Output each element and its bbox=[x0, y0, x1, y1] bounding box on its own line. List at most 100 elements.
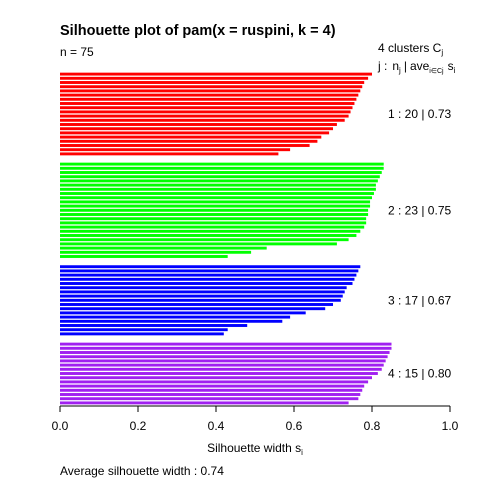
average-silhouette-text: Average silhouette width : 0.74 bbox=[60, 464, 224, 478]
silhouette-bar-c3-11 bbox=[60, 307, 326, 311]
silhouette-bar-c4-10 bbox=[60, 380, 369, 384]
x-axis-label-sub: i bbox=[301, 448, 303, 457]
silhouette-bar-c2-17 bbox=[60, 229, 361, 233]
silhouette-bar-c3-7 bbox=[60, 290, 345, 294]
silhouette-bar-c2-16 bbox=[60, 225, 365, 229]
silhouette-bar-c2-8 bbox=[60, 192, 374, 195]
x-axis-label-text: Silhouette width s bbox=[207, 441, 301, 455]
silhouette-bar-c2-10 bbox=[60, 200, 371, 204]
silhouette-bar-c3-16 bbox=[60, 328, 228, 332]
silhouette-bar-c2-3 bbox=[60, 171, 382, 174]
silhouette-bar-c3-1 bbox=[60, 265, 361, 269]
silhouette-bar-c1-1 bbox=[60, 72, 372, 76]
silhouette-bar-c2-18 bbox=[60, 234, 357, 237]
silhouette-bar-c3-9 bbox=[60, 298, 341, 302]
silhouette-bar-c2-20 bbox=[60, 242, 337, 246]
x-tick-label-2: 0.4 bbox=[208, 419, 225, 433]
silhouette-bar-c1-4 bbox=[60, 85, 363, 89]
silhouette-bar-c3-3 bbox=[60, 273, 357, 277]
silhouette-bar-c4-12 bbox=[60, 388, 363, 392]
silhouette-bar-c4-4 bbox=[60, 355, 388, 359]
x-tick-label-0: 0.0 bbox=[52, 419, 69, 433]
silhouette-bar-c4-3 bbox=[60, 351, 390, 354]
silhouette-bar-c3-13 bbox=[60, 315, 291, 319]
silhouette-bar-c2-12 bbox=[60, 208, 369, 212]
silhouette-bar-c2-13 bbox=[60, 213, 369, 216]
silhouette-bar-c3-17 bbox=[60, 332, 224, 336]
silhouette-bar-c4-1 bbox=[60, 342, 392, 346]
x-axis-ticks: 0.0 0.2 0.4 0.6 0.8 1.0 bbox=[52, 406, 459, 433]
stats-header-j: j : bbox=[377, 59, 387, 73]
bars-group bbox=[60, 72, 392, 405]
silhouette-bar-c4-2 bbox=[60, 346, 392, 350]
silhouette-bar-c1-12 bbox=[60, 118, 345, 122]
cluster-3-label: 3 : 17 | 0.67 bbox=[388, 293, 451, 307]
x-tick-label-3: 0.6 bbox=[286, 419, 303, 433]
x-axis-label: Silhouette width si bbox=[207, 441, 303, 457]
silhouette-bar-c2-22 bbox=[60, 250, 252, 254]
silhouette-bar-c2-14 bbox=[60, 217, 367, 221]
stats-header-ave: ave bbox=[410, 59, 430, 73]
cluster-1-label: 1 : 20 | 0.73 bbox=[388, 107, 451, 121]
silhouette-bar-c3-8 bbox=[60, 294, 343, 298]
silhouette-bar-c1-9 bbox=[60, 106, 353, 110]
cluster-2-label: 2 : 23 | 0.75 bbox=[388, 203, 451, 217]
silhouette-bar-c3-10 bbox=[60, 303, 333, 306]
silhouette-bar-c2-23 bbox=[60, 255, 228, 258]
silhouette-bar-c3-2 bbox=[60, 269, 359, 273]
silhouette-bar-c2-7 bbox=[60, 187, 376, 191]
silhouette-bar-c4-6 bbox=[60, 363, 384, 367]
silhouette-bar-c1-16 bbox=[60, 135, 322, 139]
clusters-header-text: 4 clusters C bbox=[378, 41, 442, 55]
silhouette-bar-c3-6 bbox=[60, 286, 347, 290]
stats-header-s: s bbox=[448, 59, 454, 73]
stats-header-ave-sub: i∈Cj bbox=[429, 68, 444, 75]
silhouette-bar-c4-5 bbox=[60, 359, 386, 363]
silhouette-bar-c2-5 bbox=[60, 179, 378, 183]
stats-header: j : nj | avei∈Cj si bbox=[377, 59, 456, 75]
silhouette-bar-c1-19 bbox=[60, 148, 291, 152]
cluster-labels-group: 1 : 20 | 0.73 2 : 23 | 0.75 3 : 17 | 0.67 4… bbox=[388, 107, 451, 381]
stats-header-s-sub: i bbox=[454, 66, 456, 75]
silhouette-bar-c1-10 bbox=[60, 110, 351, 114]
silhouette-bar-c1-14 bbox=[60, 127, 333, 131]
silhouette-bar-c3-5 bbox=[60, 282, 353, 285]
chart-title: Silhouette plot of pam(x = ruspini, k = … bbox=[60, 23, 336, 39]
x-tick-label-1: 0.2 bbox=[130, 419, 147, 433]
silhouette-bar-c3-12 bbox=[60, 311, 306, 315]
silhouette-bar-c3-4 bbox=[60, 277, 355, 281]
silhouette-bar-c4-14 bbox=[60, 397, 359, 401]
silhouette-bar-c1-15 bbox=[60, 131, 330, 135]
silhouette-bar-c1-17 bbox=[60, 139, 318, 143]
silhouette-bar-c3-14 bbox=[60, 319, 283, 323]
cluster-4-label: 4 : 15 | 0.80 bbox=[388, 367, 451, 381]
clusters-header: 4 clusters Cj bbox=[378, 41, 443, 57]
silhouette-bar-c4-8 bbox=[60, 372, 378, 375]
silhouette-bar-c4-9 bbox=[60, 376, 372, 380]
silhouette-bar-c2-15 bbox=[60, 221, 367, 225]
silhouette-bar-c1-13 bbox=[60, 123, 337, 126]
x-tick-label-4: 0.8 bbox=[364, 419, 381, 433]
silhouette-bar-c1-5 bbox=[60, 89, 361, 93]
silhouette-bar-c3-15 bbox=[60, 324, 248, 327]
silhouette-bar-c2-4 bbox=[60, 175, 380, 179]
silhouette-bar-c1-7 bbox=[60, 97, 357, 101]
silhouette-bar-c2-9 bbox=[60, 196, 372, 200]
stats-header-sep: | bbox=[404, 59, 407, 73]
silhouette-bar-c1-11 bbox=[60, 114, 349, 118]
x-tick-label-5: 1.0 bbox=[442, 419, 459, 433]
stats-header-n-sub: j bbox=[398, 66, 401, 75]
silhouette-bar-c2-2 bbox=[60, 166, 384, 170]
silhouette-bar-c1-8 bbox=[60, 102, 355, 105]
stats-header-n: n bbox=[392, 59, 399, 73]
silhouette-bar-c4-11 bbox=[60, 384, 365, 388]
silhouette-bar-c2-11 bbox=[60, 204, 371, 208]
silhouette-bar-c1-6 bbox=[60, 93, 359, 97]
silhouette-bar-c4-7 bbox=[60, 367, 382, 371]
silhouette-bar-c2-19 bbox=[60, 238, 349, 242]
silhouette-bar-c1-20 bbox=[60, 152, 279, 156]
silhouette-bar-c2-6 bbox=[60, 183, 376, 187]
silhouette-bar-c1-18 bbox=[60, 144, 310, 147]
silhouette-bar-c1-2 bbox=[60, 76, 369, 80]
